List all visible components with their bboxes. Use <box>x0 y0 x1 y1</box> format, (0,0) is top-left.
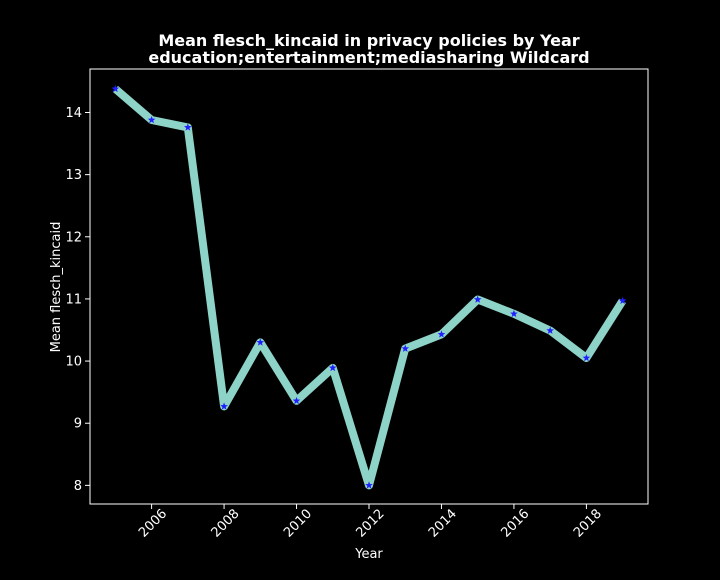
y-tick-label: 11 <box>65 292 82 307</box>
y-axis: 8 9 10 11 12 13 14 <box>65 106 90 494</box>
data-point-star-marker <box>546 326 554 334</box>
y-tick-label: 10 <box>65 355 82 370</box>
series-layer <box>111 84 627 490</box>
data-point-star-marker <box>582 353 591 362</box>
x-axis-label: Year <box>354 547 383 562</box>
chart-subtitle: education;entertainment;mediasharing Wil… <box>148 48 589 67</box>
x-tick-label: 2006 <box>136 507 170 541</box>
x-tick-label: 2014 <box>426 507 460 541</box>
x-tick-label: 2012 <box>354 507 388 541</box>
data-point-star-marker <box>256 338 265 346</box>
series-line <box>112 85 626 490</box>
data-point-star-marker <box>111 84 120 93</box>
x-tick-label: 2016 <box>498 507 532 541</box>
data-point-star-marker <box>437 330 446 338</box>
data-point-star-marker <box>292 396 301 405</box>
y-axis-label: Mean flesch_kincaid <box>49 222 64 353</box>
data-point-star-marker <box>473 295 482 303</box>
plot-area-frame <box>89 68 649 505</box>
data-point-star-marker <box>184 123 192 131</box>
data-point-star-marker <box>510 309 518 318</box>
x-tick-label: 2008 <box>209 507 243 541</box>
x-tick-label: 2010 <box>281 507 315 541</box>
y-tick-label: 9 <box>74 417 82 432</box>
data-point-star-marker <box>618 296 627 305</box>
data-point-star-marker <box>365 481 373 489</box>
data-point-star-marker <box>401 344 410 352</box>
x-axis: 2006 2008 2010 2012 2014 2016 2018 <box>136 504 605 541</box>
y-tick-label: 14 <box>65 106 82 121</box>
x-tick-label: 2018 <box>571 507 605 541</box>
data-point-star-marker <box>220 402 228 410</box>
y-tick-label: 13 <box>65 168 82 183</box>
chart-title: Mean flesch_kincaid in privacy policies … <box>158 31 579 50</box>
data-point-star-marker <box>147 115 156 124</box>
y-tick-label: 8 <box>74 479 82 494</box>
data-point-star-marker <box>328 363 337 372</box>
y-tick-label: 12 <box>65 230 82 245</box>
